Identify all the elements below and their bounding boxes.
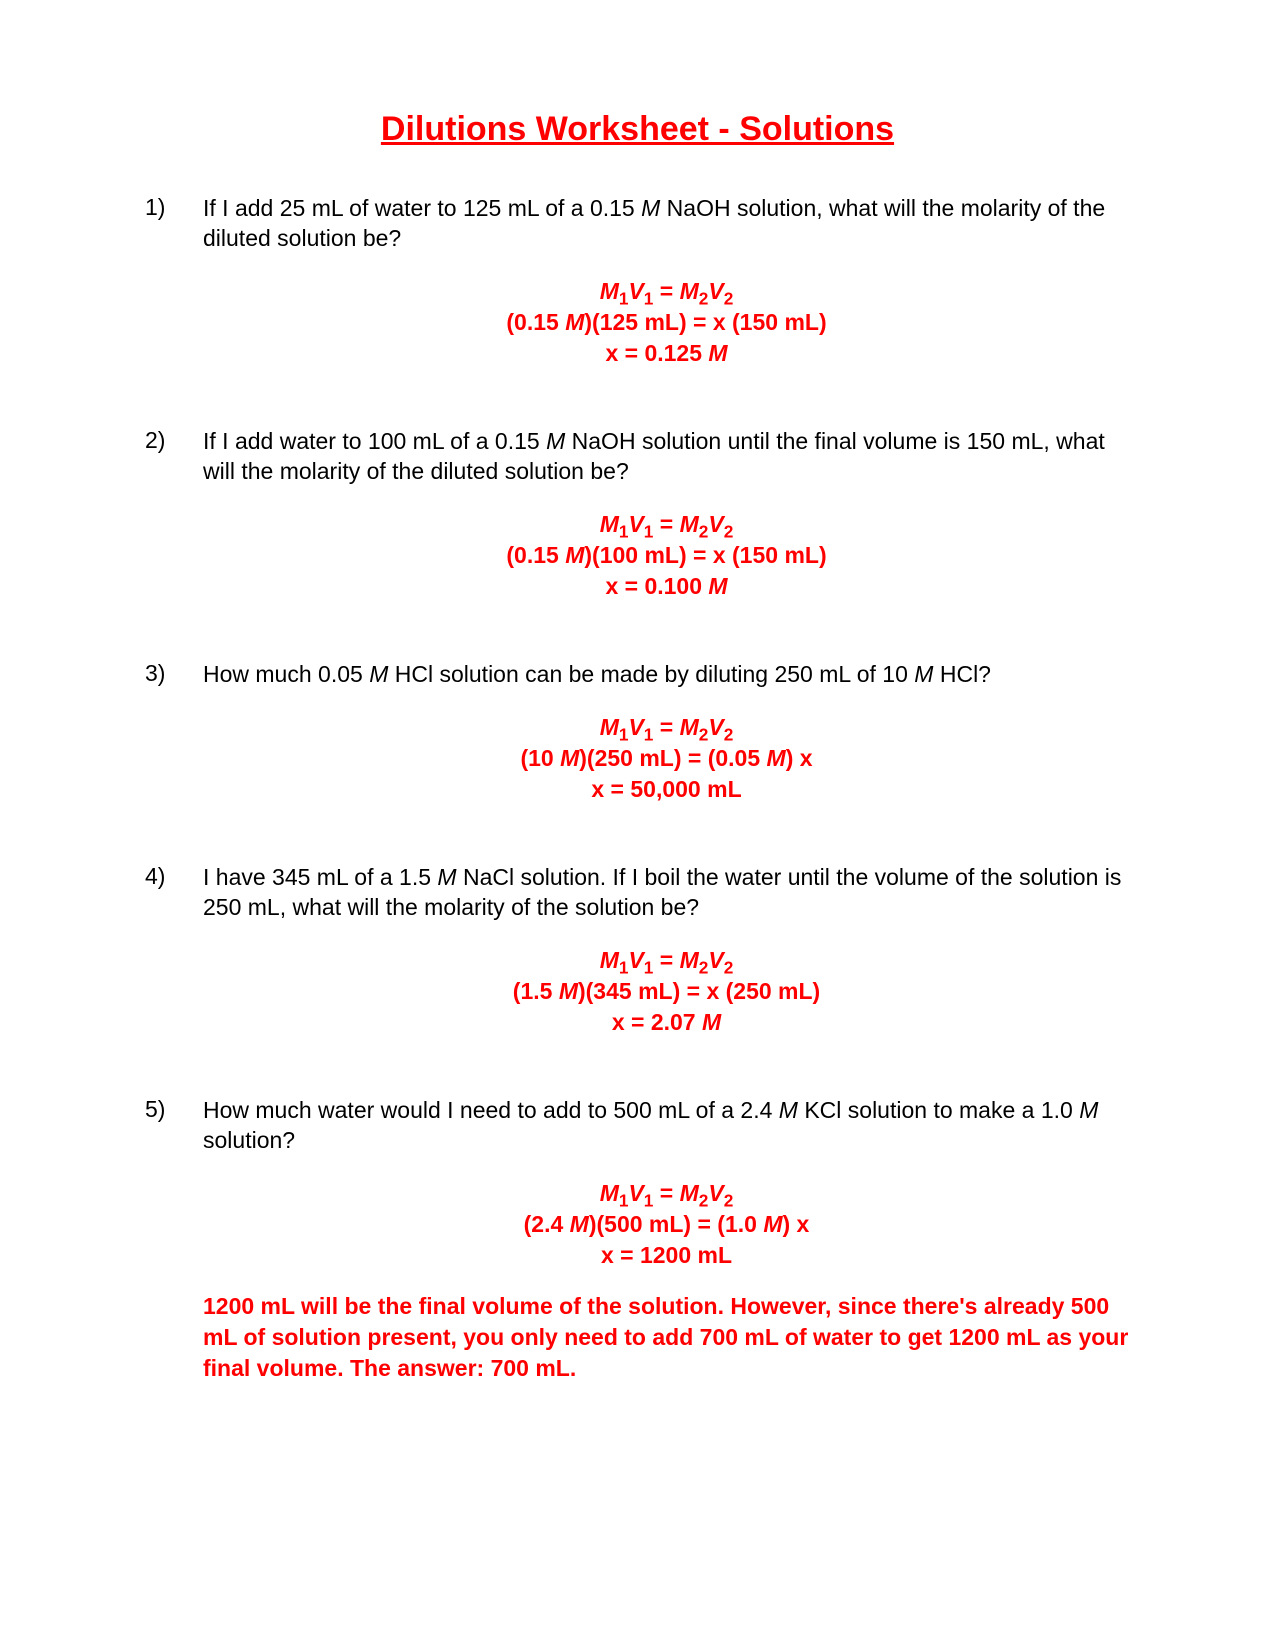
q-m2: M <box>914 661 933 687</box>
solution-work: M1V1 = M2V2 (10 M)(250 mL) = (0.05 M) x … <box>203 712 1130 805</box>
answer-line: x = 2.07 M <box>203 1007 1130 1038</box>
substitution-line: (2.4 M)(500 mL) = (1.0 M) x <box>203 1209 1130 1240</box>
question-text: If I add water to 100 mL of a 0.15 M NaO… <box>203 427 1130 487</box>
formula-line: M1V1 = M2V2 <box>203 945 1130 976</box>
problem-body: How much 0.05 M HCl solution can be made… <box>203 660 1130 805</box>
q-post: HCl? <box>933 661 991 687</box>
q-pre: How much water would I need to add to 50… <box>203 1097 779 1123</box>
problem-body: How much water would I need to add to 50… <box>203 1096 1130 1384</box>
q-m2: M <box>1079 1097 1098 1123</box>
question-text: How much 0.05 M HCl solution can be made… <box>203 660 1130 690</box>
q-m: M <box>641 195 660 221</box>
problem-body: If I add 25 mL of water to 125 mL of a 0… <box>203 194 1130 369</box>
question-text: If I add 25 mL of water to 125 mL of a 0… <box>203 194 1130 254</box>
problem-2: 2) If I add water to 100 mL of a 0.15 M … <box>145 427 1130 602</box>
answer-line: x = 1200 mL <box>203 1240 1130 1271</box>
page-title: Dilutions Worksheet - Solutions <box>145 110 1130 149</box>
answer-line: x = 0.125 M <box>203 338 1130 369</box>
problem-number: 1) <box>145 194 203 369</box>
question-text: I have 345 mL of a 1.5 M NaCl solution. … <box>203 863 1130 923</box>
substitution-line: (0.15 M)(100 mL) = x (150 mL) <box>203 540 1130 571</box>
solution-work: M1V1 = M2V2 (0.15 M)(100 mL) = x (150 mL… <box>203 509 1130 602</box>
problem-4: 4) I have 345 mL of a 1.5 M NaCl solutio… <box>145 863 1130 1038</box>
formula-line: M1V1 = M2V2 <box>203 509 1130 540</box>
q-pre: How much 0.05 <box>203 661 369 687</box>
substitution-line: (1.5 M)(345 mL) = x (250 mL) <box>203 976 1130 1007</box>
substitution-line: (0.15 M)(125 mL) = x (150 mL) <box>203 307 1130 338</box>
problem-1: 1) If I add 25 mL of water to 125 mL of … <box>145 194 1130 369</box>
problem-number: 3) <box>145 660 203 805</box>
substitution-line: (10 M)(250 mL) = (0.05 M) x <box>203 743 1130 774</box>
q-m: M <box>369 661 388 687</box>
q-m: M <box>779 1097 798 1123</box>
formula-line: M1V1 = M2V2 <box>203 1178 1130 1209</box>
q-mid: KCl solution to make a 1.0 <box>798 1097 1079 1123</box>
q-pre: I have 345 mL of a 1.5 <box>203 864 437 890</box>
solution-work: M1V1 = M2V2 (2.4 M)(500 mL) = (1.0 M) x … <box>203 1178 1130 1271</box>
q-mid: HCl solution can be made by diluting 250… <box>388 661 914 687</box>
formula-line: M1V1 = M2V2 <box>203 712 1130 743</box>
answer-line: x = 50,000 mL <box>203 774 1130 805</box>
explanation-note: 1200 mL will be the final volume of the … <box>203 1291 1130 1384</box>
solution-work: M1V1 = M2V2 (0.15 M)(125 mL) = x (150 mL… <box>203 276 1130 369</box>
worksheet-page: Dilutions Worksheet - Solutions 1) If I … <box>0 0 1275 1651</box>
problem-number: 4) <box>145 863 203 1038</box>
formula-line: M1V1 = M2V2 <box>203 276 1130 307</box>
q-m: M <box>546 428 565 454</box>
problem-3: 3) How much 0.05 M HCl solution can be m… <box>145 660 1130 805</box>
problem-5: 5) How much water would I need to add to… <box>145 1096 1130 1384</box>
problem-number: 2) <box>145 427 203 602</box>
solution-work: M1V1 = M2V2 (1.5 M)(345 mL) = x (250 mL)… <box>203 945 1130 1038</box>
problem-number: 5) <box>145 1096 203 1384</box>
question-text: How much water would I need to add to 50… <box>203 1096 1130 1156</box>
answer-line: x = 0.100 M <box>203 571 1130 602</box>
q-m: M <box>437 864 456 890</box>
problem-body: If I add water to 100 mL of a 0.15 M NaO… <box>203 427 1130 602</box>
q-pre: If I add 25 mL of water to 125 mL of a 0… <box>203 195 641 221</box>
q-pre: If I add water to 100 mL of a 0.15 <box>203 428 546 454</box>
problem-body: I have 345 mL of a 1.5 M NaCl solution. … <box>203 863 1130 1038</box>
q-post: solution? <box>203 1127 295 1153</box>
